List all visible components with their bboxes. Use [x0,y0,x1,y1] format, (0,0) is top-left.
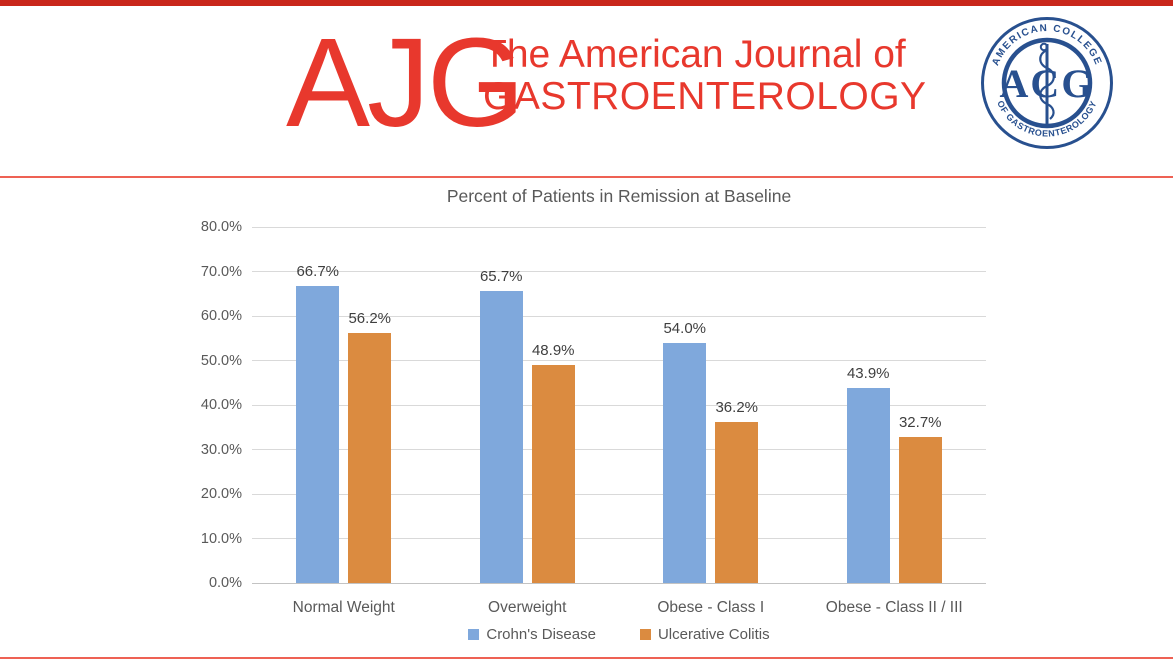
y-tick-label: 70.0% [200,263,242,280]
bar-ulcerative-colitis [531,365,575,583]
bar-ulcerative-colitis [348,332,392,583]
x-category-label: Obese - Class I [657,599,765,616]
legend-swatch [639,629,651,640]
gridline [252,226,986,228]
acg-seal-logo: AMERICAN COLLEGE OF GASTROENTEROLOGY ACG [981,17,1113,149]
y-tick-label: 0.0% [208,575,242,591]
gridline [252,271,986,272]
bar-value-label: 66.7% [296,263,340,281]
bar-crohn-s-disease [663,342,707,583]
bar-crohn-s-disease [479,290,523,583]
bar-value-label: 32.7% [898,414,942,432]
y-tick-label: 50.0% [200,352,242,369]
bar-value-label: 43.9% [846,364,890,382]
ajg-wordmark: AJG [286,12,525,153]
x-category-label: Overweight [488,599,567,616]
bar-ulcerative-colitis [898,437,942,583]
legend-label: Ulcerative Colitis [657,626,770,643]
bottom-red-line [0,657,1173,659]
gridline [252,315,986,317]
bar-value-label: 65.7% [479,267,523,285]
bar-value-label: 36.2% [715,398,759,416]
top-red-bar [0,0,1173,6]
legend-label: Crohn's Disease [486,626,596,643]
bar-value-label: 54.0% [663,319,707,337]
bar-value-label: 56.2% [348,309,392,327]
seal-staff-of-asclepius [1039,42,1055,126]
x-category-label: Obese - Class II / III [825,599,963,616]
gridline [252,538,986,539]
bar-value-label: 48.9% [531,342,575,360]
y-tick-label: 40.0% [200,397,242,413]
gridline [252,493,986,495]
journal-name-line2: GASTROENTEROLOGY [483,75,927,118]
x-category-label: Normal Weight [292,599,395,616]
y-tick-label: 30.0% [200,441,242,458]
legend-swatch [468,629,480,640]
bar-crohn-s-disease [296,286,340,583]
bar-crohn-s-disease [846,387,890,583]
gridline [252,360,986,361]
legend-item: Ulcerative Colitis [639,626,770,643]
bar-ulcerative-colitis [715,421,759,583]
gridline [252,404,986,406]
y-tick-label: 80.0% [200,219,242,235]
journal-name-line1: The American Journal of [483,33,906,76]
chart-title: Percent of Patients in Remission at Base… [446,186,792,206]
gridline [252,449,986,450]
journal-name: The American Journal of GASTROENTEROLOGY [483,34,927,118]
y-tick-label: 10.0% [200,530,242,547]
header-divider-line [0,176,1173,178]
chart-plot-area: 0.0% 10.0% 20.0% 30.0% 40.0% 50.0% 60.0% 70.0% 8… [201,219,986,616]
y-tick-label: 20.0% [200,486,242,502]
y-tick-label: 60.0% [200,308,242,324]
x-axis-line [252,582,986,584]
chart-legend: Crohn's Disease Ulcerative Colitis [252,626,986,643]
legend-item: Crohn's Disease [468,626,596,643]
